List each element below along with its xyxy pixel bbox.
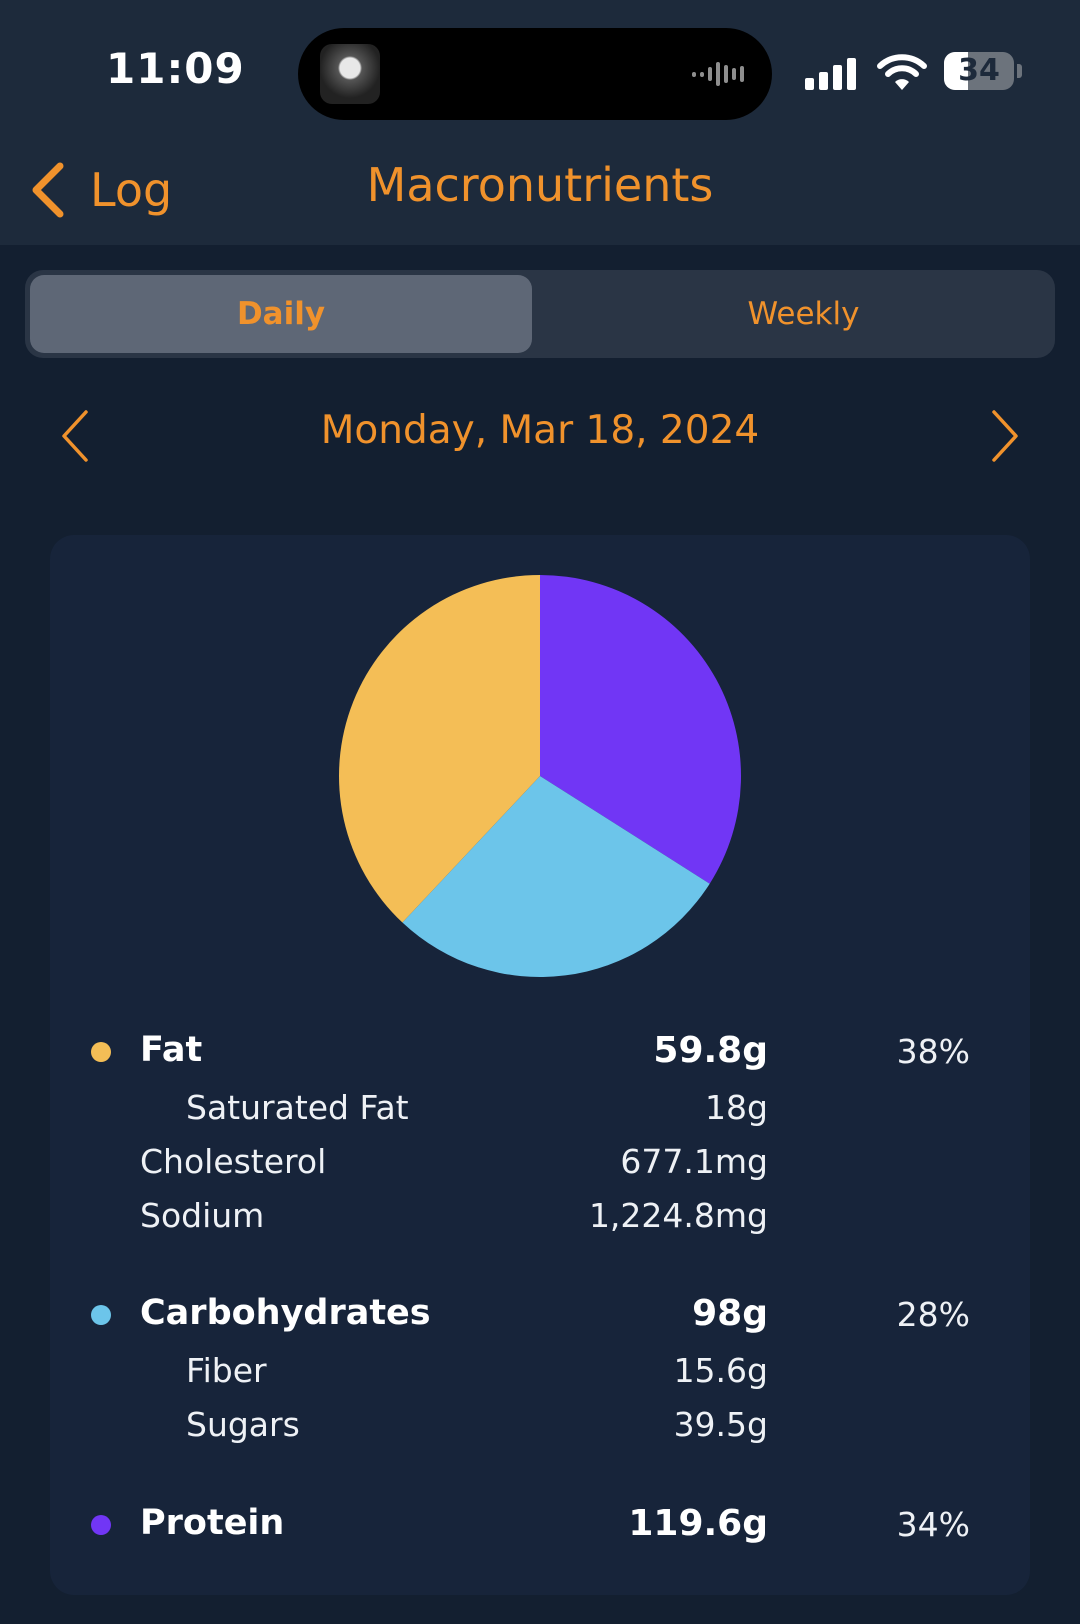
pie-slice-carbohydrates (402, 776, 710, 977)
tab-daily[interactable]: Daily (30, 275, 532, 353)
fat-color-dot (91, 1042, 111, 1062)
period-segmented-control: Daily Weekly (25, 270, 1055, 358)
protein-amount: 119.6g (628, 1503, 768, 1544)
current-date: Monday, Mar 18, 2024 (320, 408, 760, 453)
nutrient-row-protein: Protein 119.6g 34% (50, 1497, 1030, 1553)
cholesterol-label: Cholesterol (140, 1142, 327, 1181)
nutrient-row-fiber: Fiber 15.6g (50, 1343, 1030, 1399)
wifi-icon (877, 54, 927, 90)
saturated-fat-label: Saturated Fat (186, 1088, 409, 1127)
now-playing-artwork[interactable] (320, 44, 380, 104)
status-time: 11:09 (106, 44, 245, 93)
nutrient-row-fat: Fat 59.8g 38% (50, 1024, 1030, 1080)
cellular-signal-icon (805, 56, 856, 90)
chevron-left-icon (32, 162, 64, 218)
protein-percent: 34% (896, 1505, 970, 1544)
tab-weekly[interactable]: Weekly (747, 296, 860, 332)
pie-slice-fat (339, 575, 540, 923)
protein-color-dot (91, 1515, 111, 1535)
protein-label: Protein (140, 1503, 285, 1543)
carbohydrates-color-dot (91, 1305, 111, 1325)
next-day-icon[interactable] (984, 406, 1024, 466)
carbohydrates-amount: 98g (692, 1293, 768, 1334)
carbohydrates-label: Carbohydrates (140, 1293, 431, 1333)
fat-percent: 38% (896, 1032, 970, 1071)
cholesterol-amount: 677.1mg (620, 1142, 768, 1181)
sodium-amount: 1,224.8mg (588, 1196, 768, 1235)
nutrient-row-sodium: Sodium 1,224.8mg (50, 1188, 1030, 1244)
fiber-amount: 15.6g (673, 1351, 768, 1390)
carbohydrates-percent: 28% (896, 1295, 970, 1334)
fiber-label: Fiber (186, 1351, 267, 1390)
pie-slice-protein (540, 575, 741, 884)
fat-amount: 59.8g (653, 1030, 768, 1071)
nutrient-row-saturated-fat: Saturated Fat 18g (50, 1080, 1030, 1136)
previous-day-icon[interactable] (56, 406, 96, 466)
nutrient-row-cholesterol: Cholesterol 677.1mg (50, 1134, 1030, 1190)
sugars-label: Sugars (186, 1405, 300, 1444)
audio-waveform-icon (692, 60, 744, 88)
back-label: Log (90, 163, 173, 217)
nutrient-row-carbohydrates: Carbohydrates 98g 28% (50, 1287, 1030, 1343)
back-button[interactable]: Log (30, 155, 172, 225)
nutrient-row-sugars: Sugars 39.5g (50, 1397, 1030, 1453)
saturated-fat-amount: 18g (705, 1088, 768, 1127)
sodium-label: Sodium (140, 1196, 265, 1235)
fat-label: Fat (140, 1030, 203, 1070)
date-navigator: Monday, Mar 18, 2024 (0, 400, 1080, 472)
sugars-amount: 39.5g (673, 1405, 768, 1444)
dynamic-island[interactable] (298, 28, 772, 120)
battery-percent: 34 (958, 53, 1000, 88)
macronutrient-pie-chart (339, 575, 741, 977)
battery-indicator: 34 (944, 52, 1022, 90)
page-title: Macronutrients (366, 158, 714, 212)
battery-fill (944, 52, 968, 90)
